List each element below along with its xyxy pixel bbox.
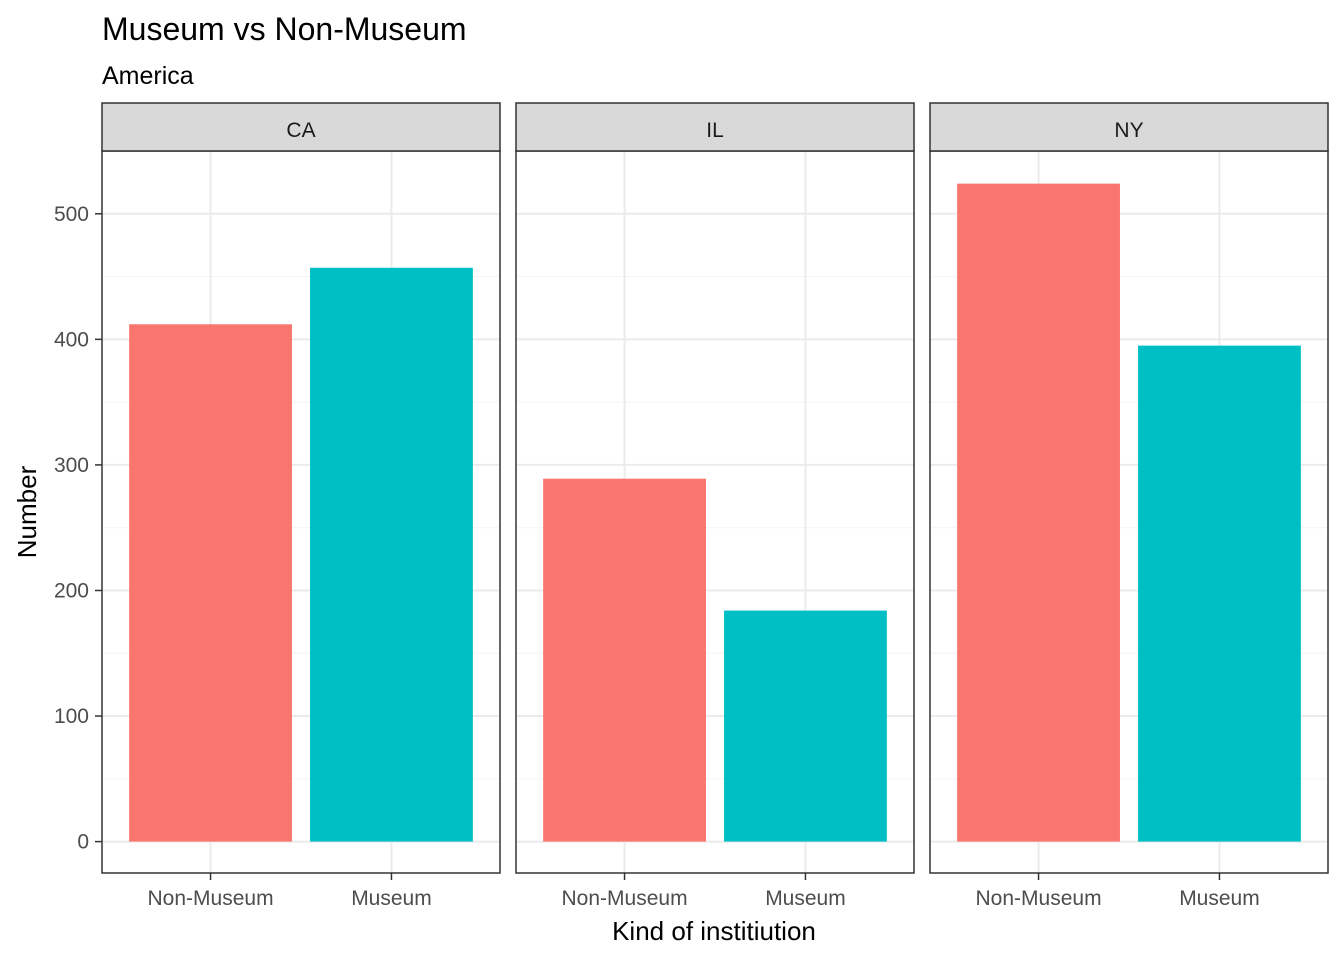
bar-ca-non-museum bbox=[129, 324, 292, 842]
facet-strip bbox=[101, 102, 501, 152]
x-tick-label: Museum bbox=[765, 887, 846, 910]
y-axis-title: Number bbox=[12, 465, 42, 558]
y-tick-label: 0 bbox=[77, 831, 89, 854]
x-tick-label: Museum bbox=[351, 887, 432, 910]
y-tick-label: 300 bbox=[54, 454, 89, 477]
y-tick-label: 100 bbox=[54, 705, 89, 728]
facet-panels: CA Non-Museum Museum IL Non-Museum Museum NY No… bbox=[101, 102, 1329, 910]
facet-panel-ny: NY Non-Museum Museum bbox=[929, 102, 1329, 910]
y-tick-label: 400 bbox=[54, 328, 89, 351]
facet-strip-label: IL bbox=[706, 119, 724, 142]
facet-strip bbox=[929, 102, 1329, 152]
chart-subtitle: America bbox=[102, 62, 194, 90]
facet-strip bbox=[515, 102, 915, 152]
bar-il-museum bbox=[724, 610, 887, 842]
facet-strip-label: CA bbox=[286, 119, 315, 142]
x-tick-label: Non-Museum bbox=[976, 887, 1102, 910]
x-tick-label: Museum bbox=[1179, 887, 1260, 910]
y-tick-label: 200 bbox=[54, 579, 89, 602]
chart-title: Museum vs Non-Museum bbox=[102, 11, 467, 47]
facet-panel-il: IL Non-Museum Museum bbox=[515, 102, 915, 910]
y-axis: 0 100 200 300 400 500 bbox=[54, 203, 102, 854]
bar-ny-non-museum bbox=[957, 183, 1120, 842]
x-tick-label: Non-Museum bbox=[562, 887, 688, 910]
bar-ca-museum bbox=[310, 267, 473, 842]
bar-il-non-museum bbox=[543, 478, 706, 842]
x-tick-label: Non-Museum bbox=[148, 887, 274, 910]
y-tick-label: 500 bbox=[54, 203, 89, 226]
facet-strip-label: NY bbox=[1114, 119, 1143, 142]
bar-ny-museum bbox=[1138, 345, 1301, 842]
x-axis-title: Kind of institiution bbox=[612, 916, 816, 946]
facet-panel-ca: CA Non-Museum Museum bbox=[101, 102, 501, 910]
